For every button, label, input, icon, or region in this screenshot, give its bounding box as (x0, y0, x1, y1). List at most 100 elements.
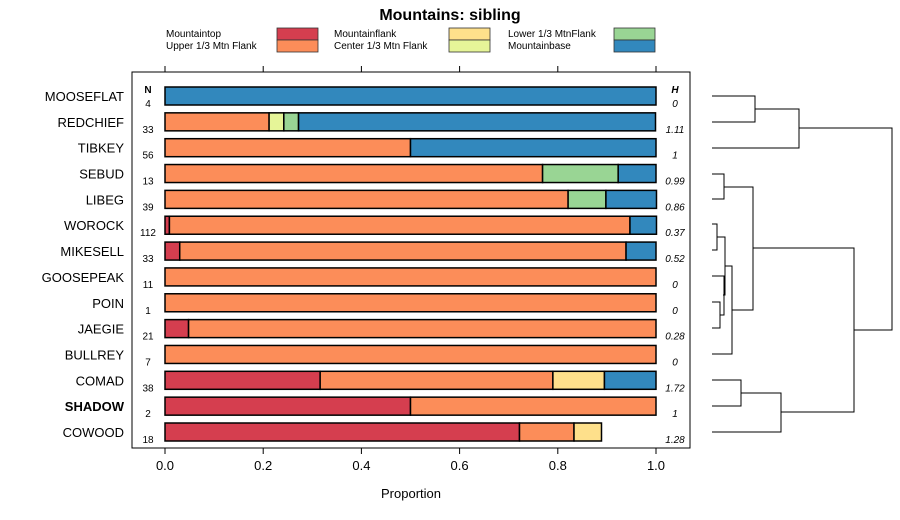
bar-segment (319, 370, 554, 391)
row-label: GOOSEPEAK (42, 270, 125, 285)
h-value: 1.72 (665, 383, 685, 394)
legend-label: Center 1/3 Mtn Flank (334, 41, 428, 52)
legend-swatch (613, 27, 656, 41)
legend-swatch (613, 39, 656, 53)
bar-row: MIKESELL 33 0.52 (60, 241, 685, 265)
bar-row: WOROCK 112 0.37 (64, 215, 685, 239)
bar-segment (518, 422, 575, 442)
bar-segment (164, 396, 412, 416)
bar-row: BULLREY 7 0 (65, 344, 678, 368)
n-value: 33 (142, 254, 154, 265)
h-value: 0 (672, 280, 678, 291)
bar-row: REDCHIEF 33 1.11 (58, 112, 685, 136)
row-label: SHADOW (65, 399, 125, 414)
x-tick-label: 0.2 (254, 458, 272, 473)
bar-segment (164, 112, 270, 132)
bar-rows: MOOSEFLAT 4 0 REDCHIEF 33 1.11 TIBKEY 56 1 SEBUD 1… (42, 86, 685, 446)
bar-segment (164, 293, 657, 313)
h-value: 0.37 (665, 228, 685, 239)
n-value: 1 (145, 306, 151, 317)
legend-label: Mountainflank (334, 29, 397, 40)
n-value: 38 (142, 383, 154, 394)
h-value: 0 (672, 357, 678, 368)
bar-segment (164, 241, 181, 261)
bar-segment (164, 137, 412, 158)
bar-segment (268, 112, 285, 132)
n-value: 33 (142, 125, 154, 136)
n-value: 21 (142, 332, 154, 343)
n-value: 7 (145, 357, 151, 368)
dendrogram-branch (712, 95, 893, 331)
n-value: 112 (140, 228, 156, 239)
bar-segment (625, 241, 657, 261)
h-value: 0.99 (665, 177, 685, 188)
x-tick-label: 0.0 (156, 458, 174, 473)
bar-segment (409, 137, 657, 158)
bar-row: GOOSEPEAK 11 0 (42, 267, 678, 291)
legend-label: Mountaintop (166, 29, 221, 40)
legend-label: Mountainbase (508, 41, 571, 52)
bar-row: COMAD 38 1.72 (76, 370, 685, 394)
row-label: MIKESELL (60, 244, 124, 259)
row-label: TIBKEY (78, 141, 125, 156)
bar-row: LIBEG 39 0.86 (86, 189, 685, 213)
legend-label: Upper 1/3 Mtn Flank (166, 41, 258, 52)
bar-segment (164, 370, 321, 391)
x-tick-label: 1.0 (647, 458, 665, 473)
bar-segment (283, 112, 300, 132)
n-value: 18 (142, 435, 154, 446)
row-label: BULLREY (65, 347, 125, 362)
n-value: 4 (145, 99, 151, 110)
legend-swatch (276, 39, 319, 53)
bar-row: MOOSEFLAT 4 0 (45, 86, 678, 110)
bar-segment (617, 163, 657, 184)
dendrogram-branch (712, 223, 733, 355)
dendrogram-branch (712, 247, 855, 433)
h-value: 0 (672, 306, 678, 317)
h-value: 0 (672, 99, 678, 110)
bar-segment (164, 318, 190, 339)
plot-frame (131, 71, 691, 449)
legend-swatch (448, 39, 491, 53)
bar-segment (178, 241, 627, 261)
row-label: MOOSEFLAT (45, 89, 124, 104)
n-value: 2 (145, 409, 151, 420)
h-value: 0.28 (665, 332, 685, 343)
bar-segment (573, 422, 603, 442)
bar-segment (164, 189, 569, 210)
h-value: 1.11 (666, 125, 685, 136)
row-label: REDCHIEF (58, 115, 125, 130)
bar-segment (187, 318, 657, 339)
chart-title: Mountains: sibling (379, 7, 520, 24)
bar-segment (629, 215, 658, 235)
bar-row: POIN 1 0 (92, 293, 678, 317)
row-label: SEBUD (79, 167, 124, 182)
row-label: COWOOD (63, 425, 124, 440)
n-value: 13 (142, 177, 154, 188)
bar-segment (168, 215, 631, 235)
bar-row: JAEGIE 21 0.28 (78, 318, 685, 343)
n-value: 11 (143, 280, 154, 291)
bar-row: SHADOW 2 1 (65, 396, 678, 420)
bar-segment (164, 86, 657, 106)
x-axis-label: Proportion (381, 486, 441, 501)
x-axis: 0.0 0.2 0.4 0.6 0.8 1.0 (156, 66, 665, 473)
bar-segment (567, 189, 607, 210)
bar-segment (552, 370, 606, 391)
n-header: N (144, 85, 151, 96)
x-tick-label: 0.6 (451, 458, 469, 473)
dendrogram (712, 95, 893, 433)
x-tick-label: 0.4 (352, 458, 370, 473)
bar-segment (603, 370, 657, 391)
h-value: 0.52 (665, 254, 685, 265)
row-label: WOROCK (64, 218, 124, 233)
bar-row: SEBUD 13 0.99 (79, 163, 685, 188)
h-value: 1 (672, 151, 678, 162)
legend-swatch (448, 27, 491, 41)
bar-segment (605, 189, 658, 210)
row-label: JAEGIE (78, 322, 125, 337)
bar-segment (164, 267, 657, 287)
bar-segment (164, 163, 544, 184)
